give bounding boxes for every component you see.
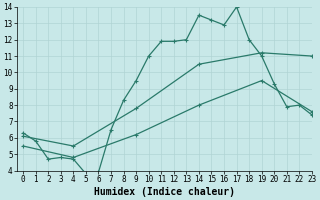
- X-axis label: Humidex (Indice chaleur): Humidex (Indice chaleur): [94, 186, 235, 197]
